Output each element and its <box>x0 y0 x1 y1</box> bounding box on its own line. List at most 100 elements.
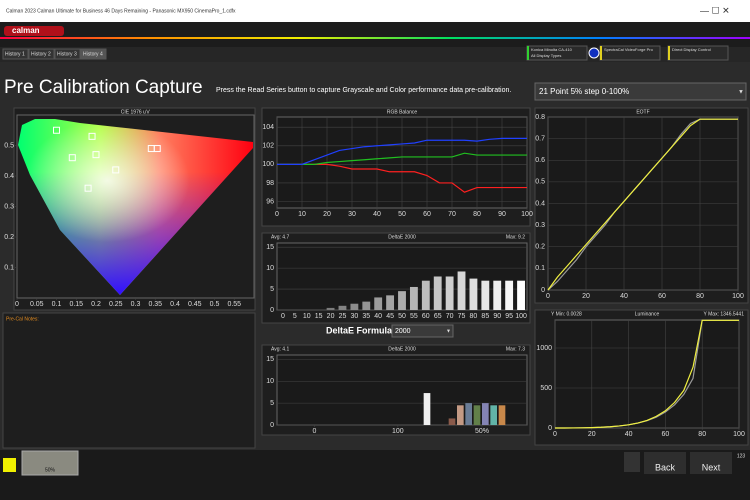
target-point <box>84 184 92 192</box>
bar <box>338 305 347 310</box>
cie-gamut <box>18 119 253 295</box>
window-controls[interactable]: — ☐ ✕ <box>700 5 730 15</box>
bar <box>493 280 502 310</box>
tab[interactable] <box>54 48 81 60</box>
series-line <box>547 118 738 291</box>
chart-title: RGB Balance <box>387 109 418 115</box>
bar <box>445 276 454 310</box>
device-status <box>668 46 670 60</box>
y-tick-label: 0 <box>548 425 552 432</box>
y-tick-label: 1000 <box>536 345 552 352</box>
bar <box>457 271 466 310</box>
y-tick-label: 0 <box>270 307 274 314</box>
tab-label: History 1 <box>5 51 25 57</box>
bar <box>482 403 489 425</box>
target-point <box>112 166 120 174</box>
x-tick-label: 0.2 <box>91 301 101 308</box>
x-tick-label: 40 <box>620 293 628 300</box>
tab[interactable] <box>80 48 107 60</box>
tab[interactable] <box>2 48 29 60</box>
ymin-label: Y Min: 0.0028 <box>551 311 582 317</box>
x-tick-label: 70 <box>448 211 456 218</box>
tab-label: History 2 <box>31 51 51 57</box>
tab[interactable] <box>28 48 55 60</box>
x-tick-label: 20 <box>327 313 335 320</box>
x-tick-label: 30 <box>348 211 356 218</box>
x-tick-label: 20 <box>582 293 590 300</box>
x-tick-label: 80 <box>473 211 481 218</box>
x-tick-label: 0.5 <box>210 301 220 308</box>
x-tick-label: 100 <box>521 211 533 218</box>
y-tick-label: 0.4 <box>4 173 14 180</box>
x-tick-label: 80 <box>698 431 706 438</box>
bar <box>457 405 464 425</box>
y-tick-label: 0.8 <box>535 114 545 121</box>
patch-label: 50% <box>45 467 56 473</box>
back-button[interactable] <box>644 452 686 474</box>
max-label: Max: 7.3 <box>506 346 525 352</box>
y-tick-label: 15 <box>266 244 274 251</box>
device-label: All Display Types <box>531 53 561 58</box>
tab-label: History 3 <box>57 51 77 57</box>
x-tick-label: 0.05 <box>30 301 44 308</box>
x-tick-label: 95 <box>505 313 513 320</box>
bar <box>398 291 406 310</box>
x-tick-label: 100 <box>732 293 744 300</box>
plot-area <box>554 319 740 429</box>
formula-dropdown[interactable] <box>391 324 454 338</box>
x-tick-label: 0 <box>546 293 550 300</box>
device-icon <box>588 47 600 59</box>
x-tick-label: 0.55 <box>227 301 241 308</box>
x-tick-label: 100 <box>515 313 527 320</box>
x-tick-label: 0.1 <box>52 301 62 308</box>
x-tick-label: 20 <box>323 211 331 218</box>
series-line <box>554 319 739 429</box>
x-tick-label: 55 <box>410 313 418 320</box>
dropdown-arrow: ▼ <box>738 90 744 96</box>
title-bar <box>0 0 750 22</box>
device-label: SpectraCal VideoForge Pro <box>604 47 654 52</box>
bar <box>326 307 335 310</box>
y-tick-label: 0.1 <box>4 264 14 271</box>
x-tick-label: 60 <box>658 293 666 300</box>
next-button[interactable] <box>690 452 732 474</box>
x-tick-label: 25 <box>339 313 347 320</box>
logo-badge[interactable] <box>4 26 64 36</box>
notes-panel[interactable] <box>2 312 256 449</box>
y-tick-label: 98 <box>266 180 274 187</box>
x-tick-label: 75 <box>458 313 466 320</box>
bar <box>481 280 490 310</box>
y-tick-label: 0.6 <box>535 157 545 164</box>
x-tick-label: 45 <box>386 313 394 320</box>
icon-button[interactable] <box>624 452 640 472</box>
series-line <box>277 163 527 193</box>
series-dropdown[interactable] <box>534 82 747 101</box>
target-point <box>92 151 100 159</box>
logo: calman <box>12 26 40 35</box>
x-tick-label: 15 <box>315 313 323 320</box>
y-tick-label: 0.1 <box>535 265 545 272</box>
x-tick-label: 100 <box>733 431 745 438</box>
bar <box>448 418 456 425</box>
dropdown-arrow: ▼ <box>446 328 451 334</box>
x-tick-label: 80 <box>470 313 478 320</box>
y-tick-label: 0 <box>541 287 545 294</box>
x-tick-label: 90 <box>498 211 506 218</box>
x-tick-label: 0.25 <box>109 301 123 308</box>
device-status <box>600 46 602 60</box>
x-tick-label: 85 <box>481 313 489 320</box>
bar <box>374 297 383 310</box>
x-tick-label: 0 <box>553 431 557 438</box>
y-tick-label: 0.3 <box>4 203 14 210</box>
x-tick-label: 40 <box>374 313 382 320</box>
x-tick-label: 0.35 <box>148 301 162 308</box>
bar <box>517 280 525 310</box>
x-tick-label: 10 <box>303 313 311 320</box>
bar <box>423 393 431 425</box>
y-tick-label: 0.2 <box>4 234 14 241</box>
x-tick-label: 40 <box>373 211 381 218</box>
y-tick-label: 0 <box>270 422 274 429</box>
x-tick-label: 0.45 <box>188 301 202 308</box>
x-tick-label: 40 <box>625 431 633 438</box>
